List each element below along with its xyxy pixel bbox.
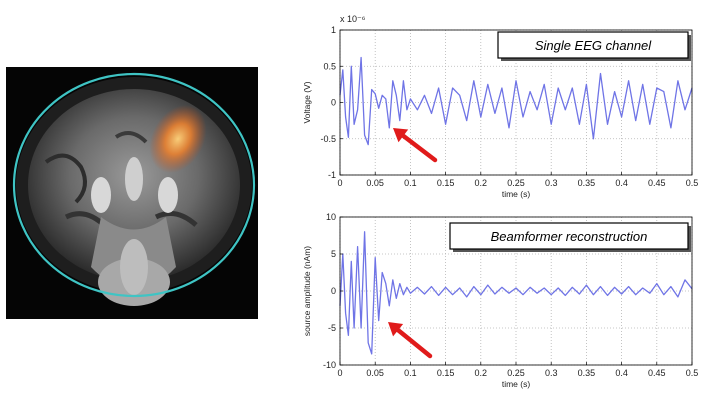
chart-2-y-tick-label: 5 xyxy=(331,249,336,259)
chart-1-x-tick-label: 0.3 xyxy=(545,178,558,188)
chart-2-red-arrow-shaft xyxy=(395,327,433,359)
chart-2-y-axis-label: source amplitude (nAm) xyxy=(302,246,312,336)
chart-2-x-tick-label: 0.1 xyxy=(404,368,417,378)
chart-2-x-tick-label: 0.15 xyxy=(437,368,455,378)
brain-mri-image xyxy=(6,67,258,319)
chart-1-x-tick-label: 0.05 xyxy=(366,178,384,188)
chart-2-series-line-1 xyxy=(339,231,693,355)
chart-1-x-tick-label: 0.15 xyxy=(437,178,455,188)
chart-2-x-tick-label: 0.4 xyxy=(615,368,628,378)
chart-1-title-box xyxy=(497,31,689,59)
chart-2-x-tick-label: 0.45 xyxy=(648,368,666,378)
chart-1-x-tick-label: 0.2 xyxy=(475,178,488,188)
chart-2-x-tick-label: 0.25 xyxy=(507,368,525,378)
chart-1-y-tick-label: 1 xyxy=(331,25,336,35)
chart-2-red-arrow-head xyxy=(388,322,404,337)
chart-2-x-tick-label: 0.05 xyxy=(366,368,384,378)
chart-2-y-tick-label: -10 xyxy=(323,360,336,370)
chart-2-x-tick-label: 0.5 xyxy=(686,368,699,378)
chart-1-x-tick-label: 0 xyxy=(337,178,342,188)
chart-2-y-tick-label: 0 xyxy=(331,286,336,296)
eeg-charts: 0 0.05 0.1 0.15 0.2 0.25 0.3 0.35 0.4 0.45 0.5-1-0… xyxy=(302,14,699,389)
chart-2-y-tick-label: 10 xyxy=(326,212,336,222)
chart-1-red-arrow-shaft xyxy=(401,133,438,163)
chart-1-x-tick-label: 0.1 xyxy=(404,178,417,188)
chart-1-y-axis-label: Voltage (V) xyxy=(302,81,312,123)
chart-1-x-tick-label: 0.45 xyxy=(648,178,666,188)
chart-1-red-arrow-head xyxy=(393,128,409,143)
chart-2-x-axis-label: time (s) xyxy=(502,379,531,389)
chart-1-y-tick-label: -1 xyxy=(328,170,336,180)
chart-1-x-tick-label: 0.5 xyxy=(686,178,699,188)
chart-2-title-box xyxy=(449,222,689,250)
charts-area: 0 0.05 0.1 0.15 0.2 0.25 0.3 0.35 0.4 0.45 0.5 -1 -0… xyxy=(290,0,702,394)
chart-1-x-axis-label: time (s) xyxy=(502,189,531,199)
chart-1-x-tick-label: 0.35 xyxy=(578,178,596,188)
chart-1-x-tick-label: 0.4 xyxy=(615,178,628,188)
chart-1-y-scale-label: x 10⁻⁶ xyxy=(340,14,366,24)
chart-2-y-tick-label: -5 xyxy=(328,323,336,333)
chart-1-series-line-1 xyxy=(339,56,693,146)
chart-1-title: Single EEG channel xyxy=(535,38,652,53)
chart-2-x-tick-label: 0.2 xyxy=(475,368,488,378)
chart-2-x-tick-label: 0 xyxy=(337,368,342,378)
chart-2-x-tick-label: 0.3 xyxy=(545,368,558,378)
chart-2-x-tick-label: 0.35 xyxy=(578,368,596,378)
chart-1-y-tick-label: 0 xyxy=(331,98,336,108)
chart-1-x-tick-label: 0.25 xyxy=(507,178,525,188)
brain-mri-illustration xyxy=(6,67,258,319)
chart-2-title: Beamformer reconstruction xyxy=(491,229,648,244)
chart-1-y-tick-label: -0.5 xyxy=(320,134,336,144)
chart-1-y-tick-label: 0.5 xyxy=(323,61,336,71)
